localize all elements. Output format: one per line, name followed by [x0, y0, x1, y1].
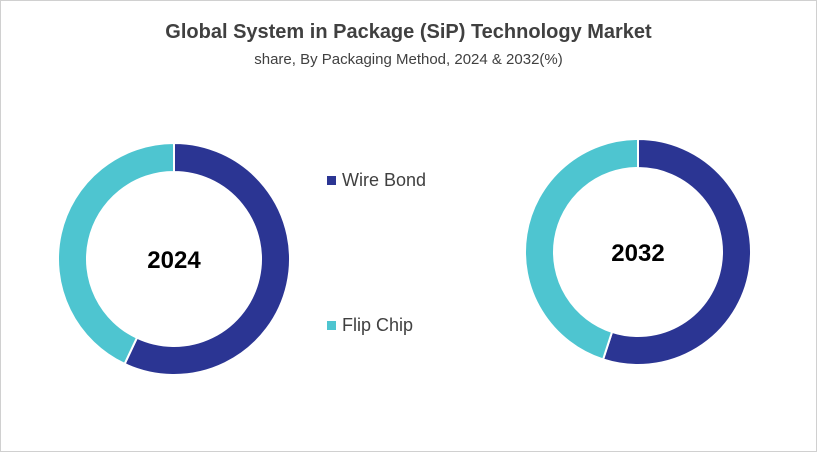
chart-subtitle: share, By Packaging Method, 2024 & 2032(…: [254, 51, 563, 68]
legend-item-flip-chip: Flip Chip: [327, 315, 413, 336]
donut-center-label: 2024: [147, 247, 201, 274]
legend-label: Wire Bond: [342, 170, 427, 190]
donut-slice-2024-flip-chip: [57, 141, 175, 366]
legend-swatch-wire-bond: [327, 176, 336, 185]
donut-slice-2032-flip-chip: [524, 137, 639, 361]
donut-slice-2032-wire-bond: [601, 137, 752, 366]
legend-item-wire-bond: Wire Bond: [327, 170, 426, 191]
chart-title: Global System in Package (SiP) Technolog…: [165, 21, 652, 43]
legend-label: Flip Chip: [342, 315, 414, 335]
donut-slice-2024-wire-bond: [123, 141, 291, 376]
donut-center-label: 2032: [611, 240, 664, 267]
legend-swatch-flip-chip: [327, 321, 336, 330]
